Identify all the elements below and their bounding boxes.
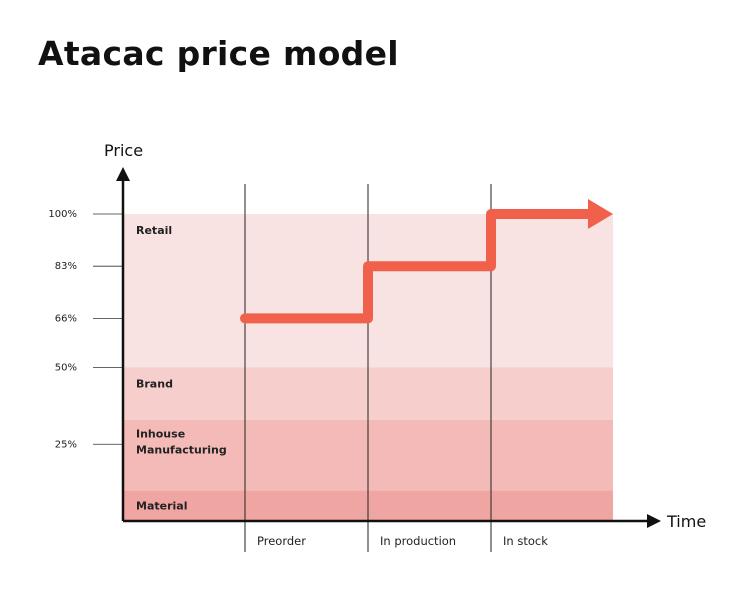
x-axis-label: Time (666, 512, 706, 531)
y-axis-label: Price (104, 141, 143, 160)
y-tick-label: 83% (55, 261, 77, 272)
y-axis-arrow (116, 167, 130, 181)
y-tick-label: 50% (55, 363, 77, 374)
phase-label-in-stock: In stock (503, 534, 548, 548)
x-axis-arrow (647, 514, 661, 528)
phase-label-in-production: In production (380, 534, 456, 548)
y-tick-label: 25% (55, 439, 77, 450)
band-label-manufacturing: Manufacturing (136, 444, 227, 457)
y-tick-label: 66% (55, 313, 77, 324)
band-label-material: Material (136, 500, 187, 513)
phase-label-preorder: Preorder (257, 534, 306, 548)
band-label-retail: Retail (136, 224, 172, 237)
band-label-brand: Brand (136, 378, 173, 391)
band-label-inhouse: Inhouse (136, 428, 185, 441)
y-tick-label: 100% (48, 209, 77, 220)
